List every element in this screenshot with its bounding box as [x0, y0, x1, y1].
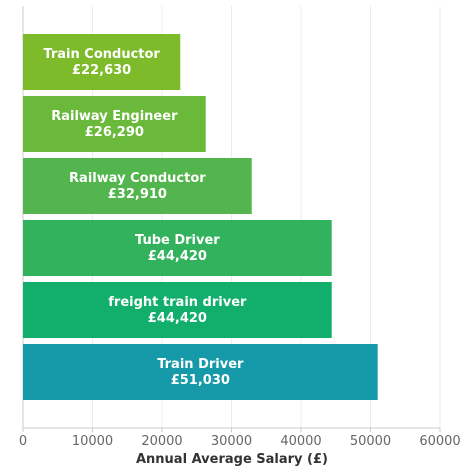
- bar: [23, 344, 378, 400]
- bar-value-label: £26,290: [85, 125, 144, 140]
- bar: [23, 158, 252, 214]
- x-tick-label: 50000: [350, 434, 391, 449]
- bar-category-label: Train Driver: [157, 357, 244, 372]
- bar-value-label: £44,420: [148, 311, 207, 326]
- bar-category-label: Railway Conductor: [69, 171, 206, 186]
- bar-value-label: £44,420: [148, 249, 207, 264]
- x-tick-label: 40000: [280, 434, 321, 449]
- bar-category-label: Tube Driver: [135, 233, 220, 248]
- x-axis: 0 10000 20000 30000 40000 50000 60000: [19, 427, 461, 449]
- bar-category-label: Train Conductor: [43, 47, 160, 62]
- bar-group: freight train driver£44,420: [23, 282, 332, 338]
- x-tick-label: 10000: [72, 434, 113, 449]
- bar-group: Railway Engineer£26,290: [23, 96, 206, 152]
- bar-value-label: £51,030: [171, 373, 230, 388]
- bar-category-label: Railway Engineer: [51, 109, 178, 124]
- bar: [23, 220, 332, 276]
- x-tick-label: 60000: [419, 434, 460, 449]
- bar-category-label: freight train driver: [108, 295, 247, 310]
- bar-group: Tube Driver£44,420: [23, 220, 332, 276]
- bar-value-label: £22,630: [72, 63, 131, 78]
- bar-value-label: £32,910: [108, 187, 167, 202]
- bar: [23, 34, 181, 90]
- x-tick-label: 30000: [211, 434, 252, 449]
- bar: [23, 96, 206, 152]
- bar: [23, 282, 332, 338]
- bar-group: Railway Conductor£32,910: [23, 158, 252, 214]
- bar-group: Train Conductor£22,630: [23, 34, 181, 90]
- x-tick-label: 20000: [141, 434, 182, 449]
- x-tick-label: 0: [19, 434, 27, 449]
- x-axis-title: Annual Average Salary (£): [136, 452, 328, 467]
- bar-group: Train Driver£51,030: [23, 344, 378, 400]
